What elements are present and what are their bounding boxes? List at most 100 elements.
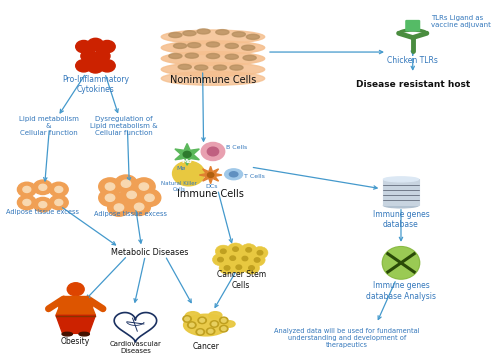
Ellipse shape [162,41,264,54]
Ellipse shape [185,312,200,321]
Text: Obesity: Obesity [61,337,90,346]
Ellipse shape [225,43,238,48]
Circle shape [68,283,84,296]
Circle shape [232,247,238,251]
Circle shape [249,254,265,266]
Ellipse shape [194,65,208,70]
Circle shape [106,183,114,190]
Circle shape [244,262,260,274]
Text: Mø: Mø [182,159,192,164]
Ellipse shape [183,31,196,36]
Text: DCs: DCs [206,184,218,189]
Ellipse shape [197,29,210,34]
Text: Immune genes
database: Immune genes database [372,210,430,229]
Text: Mø: Mø [177,166,186,171]
Circle shape [23,199,31,205]
Text: Cancer Stem
Cells: Cancer Stem Cells [216,270,266,290]
Bar [384,179,418,205]
Text: TLRs Ligand as
vaccine adjuvant: TLRs Ligand as vaccine adjuvant [430,15,490,28]
Circle shape [240,244,256,256]
Circle shape [114,175,138,192]
Text: B Cells: B Cells [226,145,248,150]
Circle shape [231,261,247,273]
Circle shape [218,257,224,262]
Circle shape [55,187,62,192]
Circle shape [18,182,36,197]
Circle shape [88,38,104,50]
Ellipse shape [384,203,418,208]
Text: Nonimmune Cells: Nonimmune Cells [170,75,256,85]
Circle shape [172,161,204,186]
Circle shape [212,253,228,266]
Circle shape [183,151,191,158]
Ellipse shape [246,34,260,40]
Polygon shape [175,143,200,165]
Ellipse shape [162,52,264,65]
Circle shape [228,243,244,255]
Text: Chicken TLRs: Chicken TLRs [388,56,438,65]
Ellipse shape [216,30,229,35]
Ellipse shape [384,177,418,182]
Circle shape [145,194,154,201]
Circle shape [120,186,143,204]
Ellipse shape [162,72,264,85]
Circle shape [134,203,144,211]
Circle shape [224,252,240,264]
Circle shape [76,60,92,72]
Circle shape [99,60,115,72]
Circle shape [248,266,254,270]
Text: Adipose tissue excess: Adipose tissue excess [6,209,80,215]
Circle shape [188,322,196,328]
Circle shape [196,329,204,335]
Ellipse shape [230,172,238,177]
Circle shape [55,199,62,205]
Polygon shape [200,166,222,184]
Ellipse shape [184,314,228,336]
Circle shape [39,201,47,208]
Circle shape [222,319,226,322]
Circle shape [99,40,115,53]
Circle shape [220,317,228,323]
Ellipse shape [382,247,420,279]
Circle shape [252,246,268,259]
Text: Pro-Inflammatory
Cytokines: Pro-Inflammatory Cytokines [62,75,129,94]
Circle shape [34,180,52,195]
Circle shape [216,245,232,257]
Circle shape [50,195,68,210]
Ellipse shape [206,53,220,58]
Text: Cancer: Cancer [192,342,220,351]
Circle shape [98,178,122,195]
Text: Adipose tissue excess: Adipose tissue excess [94,211,167,217]
Ellipse shape [243,55,256,60]
Ellipse shape [169,53,182,58]
Circle shape [106,194,114,201]
Ellipse shape [174,43,186,48]
Circle shape [198,317,206,323]
Ellipse shape [384,248,418,278]
Circle shape [254,258,260,262]
Text: Lipid metabolism
&
Cellular function: Lipid metabolism & Cellular function [18,117,78,136]
Ellipse shape [178,64,192,69]
Ellipse shape [162,62,264,76]
Ellipse shape [185,53,198,58]
Circle shape [50,182,68,197]
Circle shape [190,323,194,327]
Circle shape [185,317,190,321]
Text: Metabolic Diseases: Metabolic Diseases [111,248,188,257]
Circle shape [242,256,248,261]
Ellipse shape [208,312,222,319]
Circle shape [138,189,161,207]
Circle shape [98,189,122,207]
Ellipse shape [224,169,242,180]
Circle shape [76,40,92,53]
Circle shape [257,250,263,255]
Circle shape [200,319,204,322]
Circle shape [220,249,226,253]
Circle shape [81,50,97,62]
Circle shape [23,187,31,192]
Ellipse shape [79,332,90,336]
Text: Cardiovascular
Diseases: Cardiovascular Diseases [110,341,162,354]
Polygon shape [56,297,96,315]
Polygon shape [56,315,96,333]
Ellipse shape [188,42,200,48]
